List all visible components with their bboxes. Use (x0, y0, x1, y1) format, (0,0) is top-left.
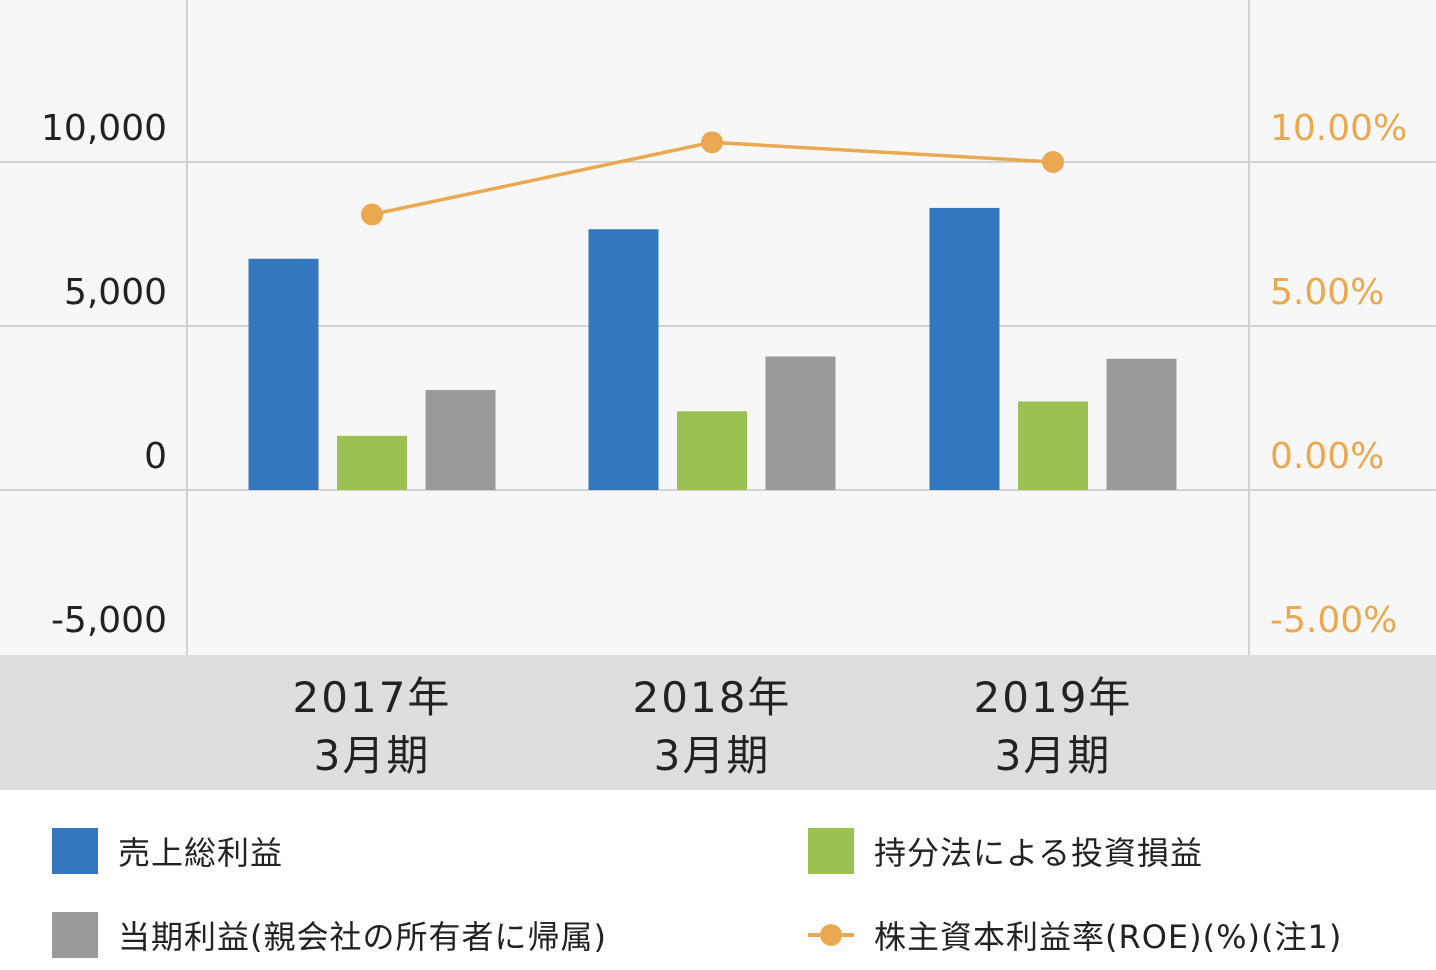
category-label-year: 2019年 (974, 673, 1133, 722)
category-label-year: 2017年 (293, 673, 452, 722)
bar-equity-method (337, 435, 407, 490)
y-right-tick-label: 0.00% (1270, 436, 1384, 477)
legend-item-net-income: 当期利益(親会社の所有者に帰属) (52, 912, 607, 958)
legend-swatch-equity-method (808, 828, 854, 874)
roe-point (701, 131, 723, 154)
legend-label-gross-profit: 売上総利益 (118, 834, 284, 872)
bar-net-income (765, 356, 836, 490)
y-left-tick-label: -5,000 (51, 600, 167, 641)
legend-swatch-gross-profit (52, 828, 98, 874)
category-band (0, 655, 1436, 790)
legend-label-roe: 株主資本利益率(ROE)(%)(注1) (874, 918, 1343, 956)
legend-item-equity-method: 持分法による投資損益 (808, 828, 1203, 874)
roe-point (361, 203, 383, 226)
category-label-period: 3月期 (995, 731, 1112, 780)
chart-canvas: 10,000 5,000 0 -5,000 10.00% 5.00% 0.00% -5.00%… (0, 0, 1436, 790)
y-left-tick-label: 10,000 (41, 108, 167, 149)
legend-item-gross-profit: 売上総利益 (52, 828, 283, 874)
bar-gross-profit (929, 207, 1000, 491)
y-right-tick-label: 10.00% (1270, 108, 1407, 149)
category-label-period: 3月期 (654, 731, 771, 780)
y-left-tick-label: 5,000 (64, 272, 167, 313)
category-label-period: 3月期 (314, 731, 431, 780)
bar-net-income (425, 389, 496, 490)
bar-equity-method (677, 411, 747, 490)
roe-point (1042, 151, 1064, 173)
y-right-tick-label: -5.00% (1270, 600, 1397, 641)
legend-swatch-net-income (52, 912, 98, 958)
category-label-year: 2018年 (633, 673, 792, 722)
legend-item-roe: 株主資本利益率(ROE)(%)(注1) (808, 912, 1342, 958)
legend-label-equity-method: 持分法による投資損益 (874, 834, 1204, 872)
bar-gross-profit (588, 229, 659, 491)
bar-gross-profit (248, 258, 319, 490)
plot-background (0, 0, 1436, 655)
y-right-tick-label: 5.00% (1270, 272, 1384, 313)
bar-equity-method (1018, 401, 1088, 490)
legend: 売上総利益 持分法による投資損益 当期利益(親会社の所有者に帰属) 株主資本利益… (0, 790, 1436, 970)
y-left-tick-label: 0 (144, 436, 167, 477)
legend-swatch-roe (808, 912, 854, 958)
bar-net-income (1106, 358, 1177, 490)
legend-label-net-income: 当期利益(親会社の所有者に帰属) (118, 918, 607, 956)
